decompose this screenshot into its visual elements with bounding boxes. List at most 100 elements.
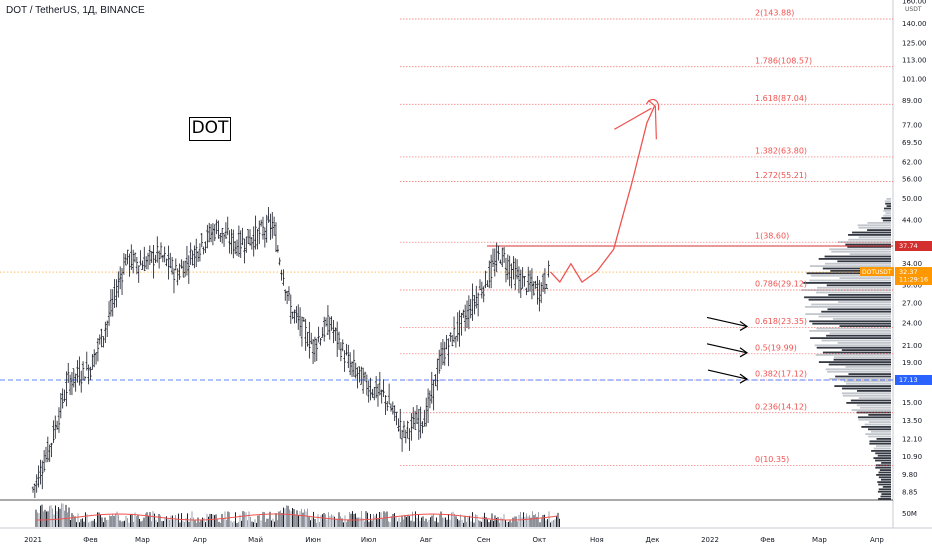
ohlc-bar [376, 384, 380, 407]
volume-profile-row [849, 253, 891, 255]
ohlc-bar [341, 339, 344, 352]
volume-profile-row [828, 294, 891, 296]
ohlc-bar [81, 361, 85, 381]
arrow-drawings[interactable] [706, 316, 749, 384]
projection-arrowhead [614, 99, 657, 140]
ohlc-bar [230, 229, 233, 255]
time-tick-label: Май [248, 536, 263, 544]
fib-level-label: 1.618(87.04) [755, 94, 807, 103]
ohlc-bar [204, 241, 207, 253]
ohlc-bar [374, 376, 378, 399]
horizontal-lines[interactable] [0, 245, 893, 381]
ohlc-bar [545, 283, 548, 289]
projection-drawing[interactable] [550, 98, 660, 283]
ohlc-bar [68, 374, 72, 395]
price-tick-label: 113.00 [902, 56, 927, 64]
ohlc-bar [189, 242, 192, 265]
volume-profile-row [828, 363, 891, 366]
volume-profile-row [803, 282, 891, 284]
ohlc-bar [438, 349, 441, 374]
volume-profile-row [875, 466, 891, 469]
volume-profile-row [817, 286, 891, 289]
ohlc-bar [233, 240, 237, 255]
ohlc-bar [297, 304, 300, 330]
ohlc-bar [117, 271, 120, 298]
volume-profile-row [841, 392, 891, 395]
ohlc-bar [506, 254, 510, 280]
volume-profile-row [845, 243, 891, 246]
fib-level-label: 0.786(29.12) [755, 279, 807, 288]
ohlc-bar [371, 388, 374, 398]
ohlc-bar [360, 366, 363, 385]
volume-profile-row [805, 313, 891, 315]
volume-profile-row [818, 361, 891, 363]
volume-profile-row [816, 346, 891, 349]
symbol-title[interactable]: DOT / TetherUS, 1Д, BINANCE [6, 5, 145, 16]
volume-profile-row [869, 440, 891, 443]
ohlc-bar [354, 362, 357, 379]
volume-profile-row [806, 272, 891, 275]
ohlc-bar [202, 246, 205, 255]
volume-profile-row [809, 265, 891, 267]
volume-profile-row [875, 459, 891, 462]
ohlc-bar [289, 294, 293, 324]
ohlc-bar [150, 251, 153, 263]
volume-profile-row [839, 277, 891, 279]
ohlc-bar [463, 304, 467, 332]
ohlc-bar [499, 259, 502, 264]
ohlc-bar [347, 344, 350, 369]
time-axis[interactable]: 2021 Фев Мар Апр Май Июн Июл Авг Сен Окт Ноя Дек 202… [24, 536, 884, 544]
ohlc-bar [384, 395, 387, 415]
ohlc-bar [183, 260, 187, 277]
volume-profile-row [824, 255, 891, 258]
volume-profile-row [809, 279, 891, 282]
ohlc-bar [152, 244, 155, 279]
volume-profile-row [873, 457, 891, 459]
ohlc-bar [109, 289, 113, 317]
ohlc-bar [200, 232, 203, 248]
dot-text-annotation[interactable]: DOT [189, 117, 231, 141]
ohlc-bar [517, 266, 521, 294]
volume-profile-row [808, 298, 891, 301]
ohlc-bar [122, 253, 126, 275]
volume-profile-row [829, 378, 891, 380]
ohlc-bar [525, 287, 528, 296]
ohlc-bar [462, 309, 465, 318]
ohlc-bar [287, 286, 291, 301]
black-arrow [706, 343, 749, 358]
ohlc-bar [454, 335, 458, 348]
ohlc-bar [449, 332, 452, 342]
ohlc-bar [61, 388, 64, 409]
volume-profile-row [867, 229, 891, 231]
volume-profile-row [858, 226, 891, 229]
ohlc-bar [406, 420, 409, 439]
ohlc-bar [267, 206, 270, 223]
ohlc-bar [452, 316, 456, 343]
price-tick-label: 24.00 [902, 319, 922, 327]
ohlc-bar [343, 350, 346, 372]
fib-level-label: 1.272(55.21) [755, 171, 807, 180]
ohlc-bar [528, 270, 532, 292]
time-tick-label: Сен [477, 536, 491, 544]
volume-profile-row [876, 445, 891, 447]
ohlc-bar [369, 377, 372, 401]
ohlc-bar [74, 373, 77, 392]
time-tick-label: Мар [812, 536, 827, 544]
ohlc-bar [55, 420, 59, 430]
price-tick-label: 44.00 [902, 216, 922, 224]
ohlc-bar [111, 289, 114, 317]
ohlc-bar [113, 279, 116, 308]
volume-profile-row [850, 399, 891, 402]
volume-profile-row [868, 428, 891, 431]
ohlc-bar [120, 268, 124, 295]
ohlc-bar [335, 321, 339, 357]
volume-profile-row [822, 267, 891, 270]
ohlc-bar [118, 266, 122, 290]
ohlc-bar [295, 306, 298, 324]
fibonacci-levels[interactable]: 0(10.35) 0.236(14.12) 0.382(17.12) 0.5(19.9… [400, 9, 893, 466]
ohlc-bar [412, 407, 415, 430]
ohlc-bar [358, 366, 361, 383]
ohlc-bar [245, 236, 248, 253]
volume-profile-row [818, 258, 891, 260]
